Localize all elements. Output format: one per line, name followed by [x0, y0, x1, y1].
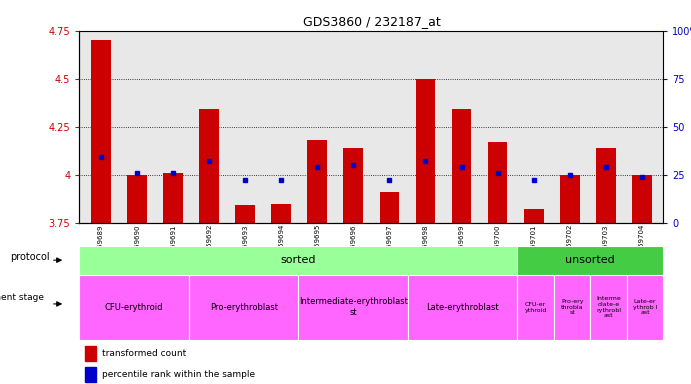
Bar [236, 205, 255, 223]
Bar [91, 40, 111, 223]
Text: CFU-er
ythroid: CFU-er ythroid [524, 302, 547, 313]
Bar [518, 246, 663, 275]
Bar [488, 142, 507, 223]
Bar [379, 192, 399, 223]
Bar [632, 175, 652, 223]
Bar [524, 209, 544, 223]
Bar [560, 175, 580, 223]
Bar [199, 109, 219, 223]
Bar [127, 175, 147, 223]
Bar [85, 367, 96, 382]
Text: transformed count: transformed count [102, 349, 186, 358]
Bar [307, 140, 328, 223]
Bar [452, 109, 471, 223]
Bar [79, 275, 189, 340]
Text: Late-erythroblast: Late-erythroblast [426, 303, 499, 312]
Text: Late-er
ythrob l
ast: Late-er ythrob l ast [633, 299, 657, 316]
Bar [163, 173, 183, 223]
Bar [85, 346, 96, 361]
Text: Pro-ery
throbla
st: Pro-ery throbla st [561, 299, 583, 316]
Bar [299, 275, 408, 340]
Bar [518, 275, 554, 340]
Text: Pro-erythroblast: Pro-erythroblast [209, 303, 278, 312]
Text: Interme
diate-e
rythrobl
ast: Interme diate-e rythrobl ast [596, 296, 621, 318]
Text: percentile rank within the sample: percentile rank within the sample [102, 370, 255, 379]
Text: sorted: sorted [281, 255, 316, 265]
Bar [189, 275, 299, 340]
Bar [272, 204, 291, 223]
Title: GDS3860 / 232187_at: GDS3860 / 232187_at [303, 15, 440, 28]
Bar [554, 275, 590, 340]
Bar [408, 275, 518, 340]
Bar [596, 148, 616, 223]
Bar [590, 275, 627, 340]
Text: Intermediate-erythroblast
st: Intermediate-erythroblast st [299, 298, 408, 317]
Bar [415, 79, 435, 223]
Bar [627, 275, 663, 340]
Text: protocol: protocol [10, 252, 49, 262]
Bar [79, 246, 518, 275]
Text: CFU-erythroid: CFU-erythroid [105, 303, 164, 312]
Bar [343, 148, 363, 223]
Text: unsorted: unsorted [565, 255, 615, 265]
Text: development stage: development stage [0, 293, 44, 302]
